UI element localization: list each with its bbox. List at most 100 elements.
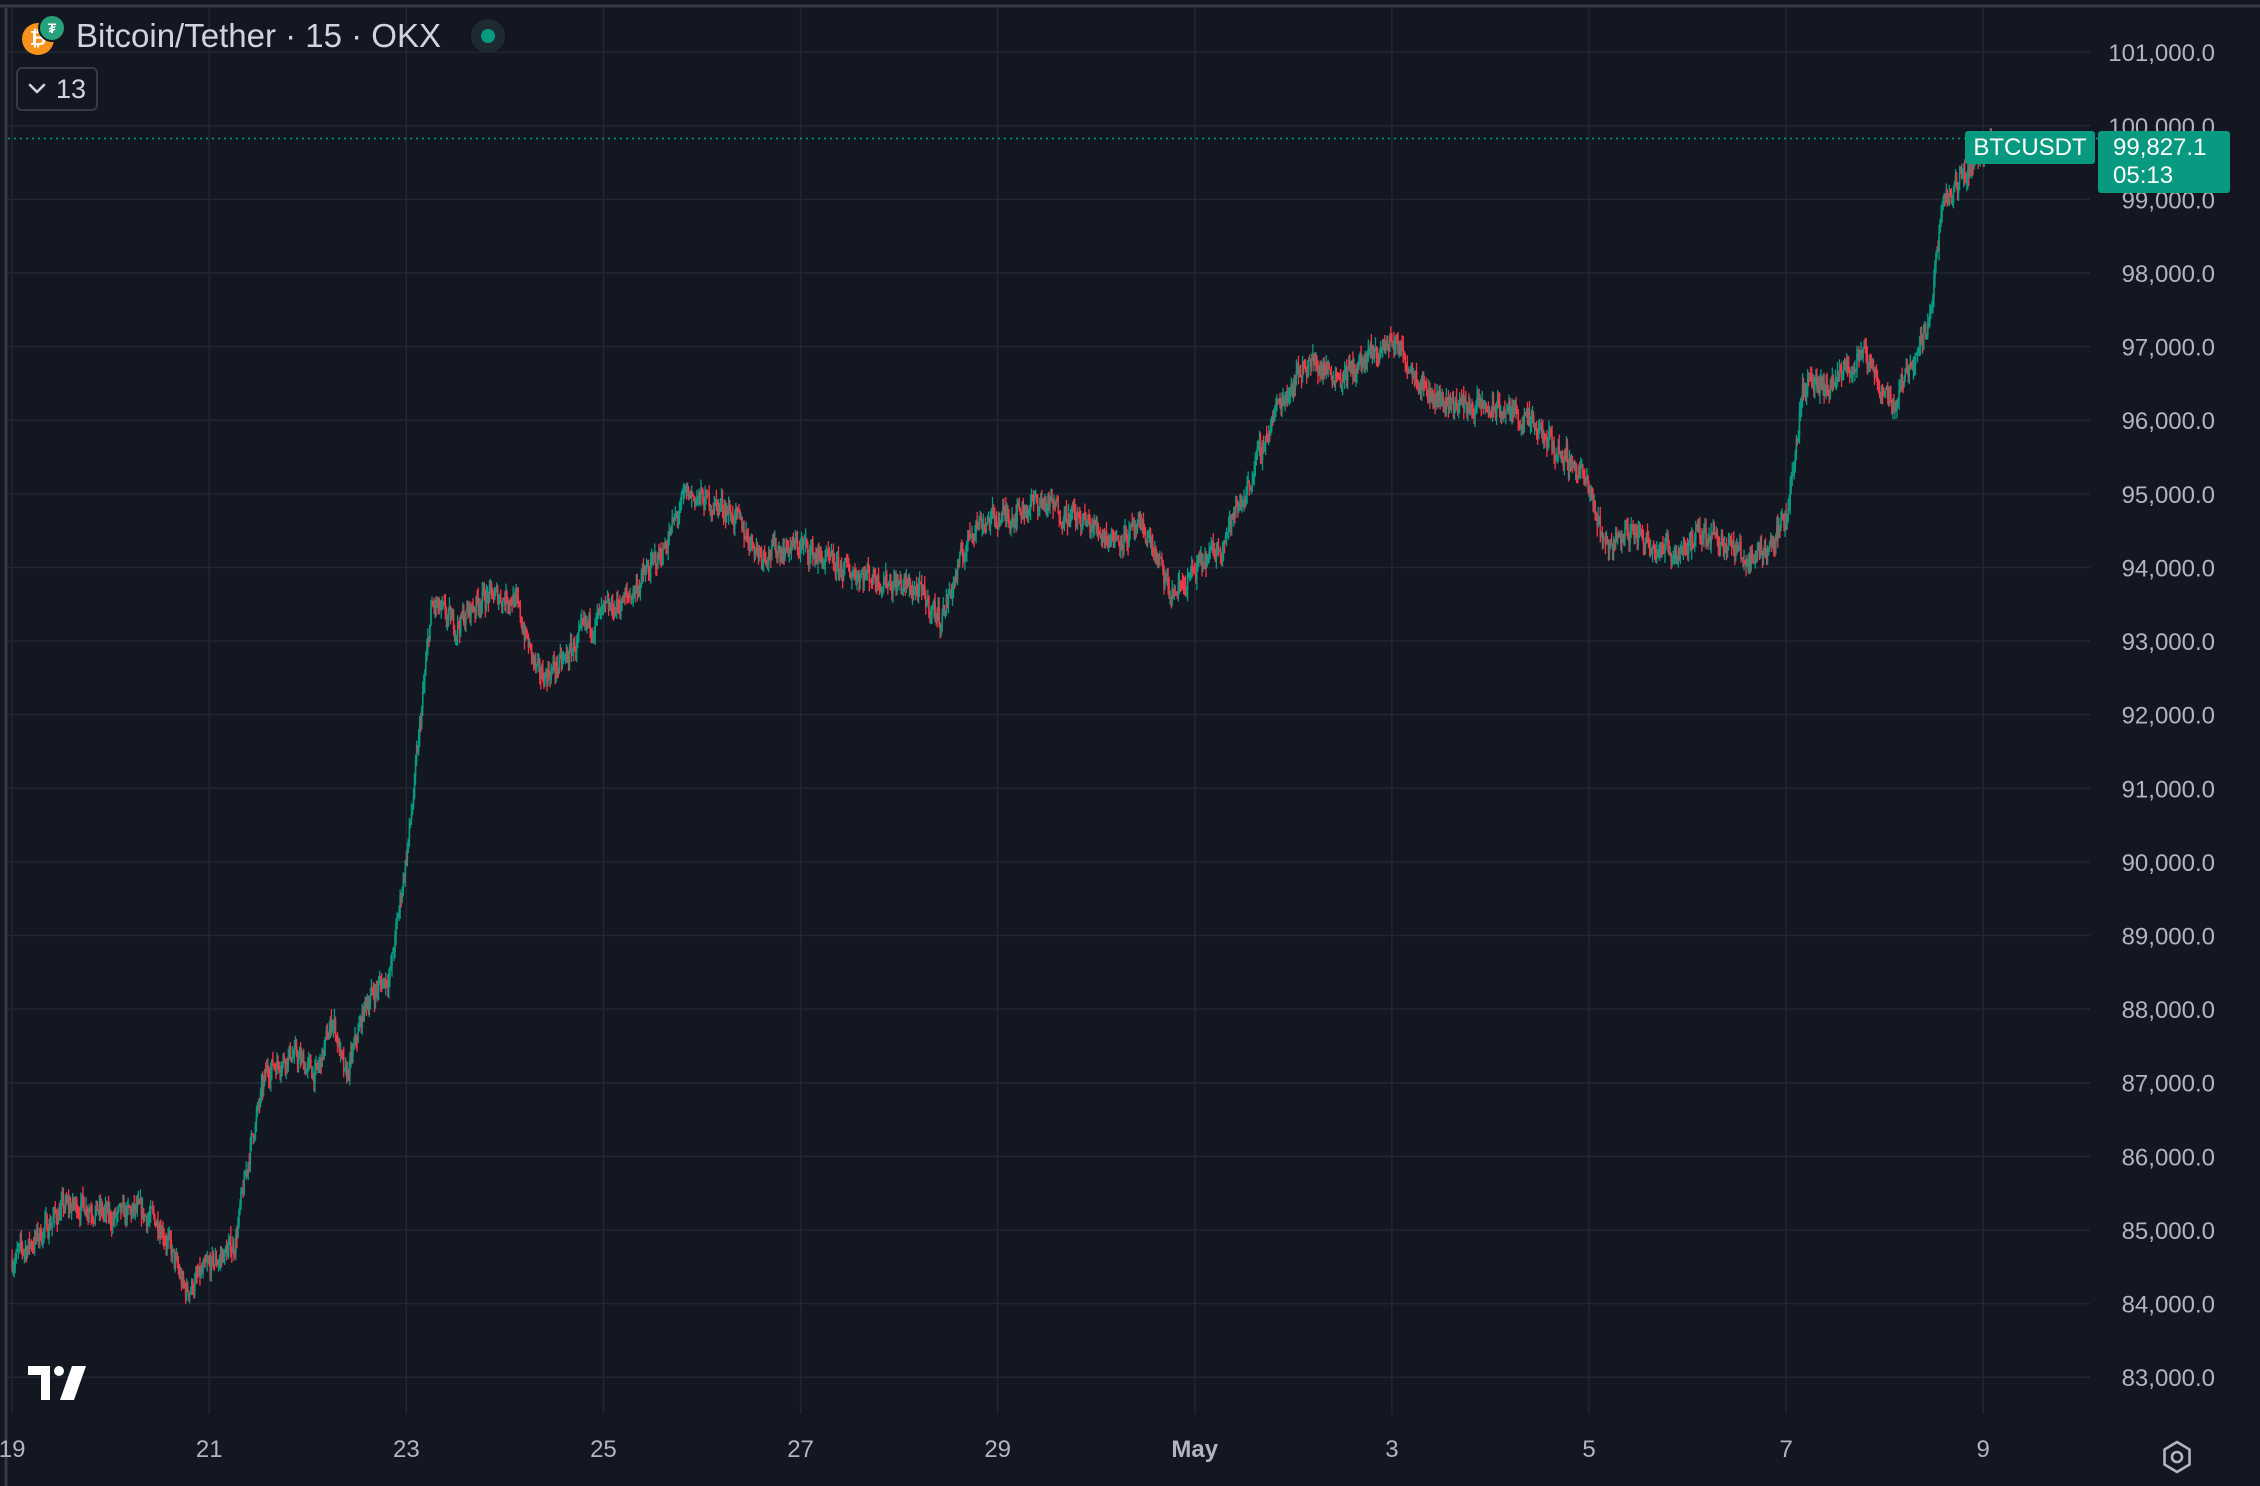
candle-body: [235, 1235, 237, 1254]
candle-body: [402, 877, 405, 893]
candle-body: [435, 601, 437, 607]
candle-body: [1616, 536, 1619, 540]
candle-body: [575, 640, 578, 653]
candle-body: [816, 557, 818, 564]
candle-body: [333, 1019, 336, 1024]
symbol-tag-text: BTCUSDT: [1973, 134, 2087, 161]
candle-body: [1667, 534, 1669, 550]
candle-body: [1349, 360, 1351, 370]
candle-body: [416, 750, 419, 752]
candle-body: [1702, 537, 1704, 543]
time-axis[interactable]: 19 21 23 25 27 29 May 3 5 7 9: [0, 1436, 1990, 1463]
candle-body: [1061, 525, 1064, 527]
candle-body: [399, 895, 401, 910]
candle-body: [1768, 541, 1771, 549]
candle-body: [1299, 374, 1302, 377]
candle-body: [1115, 538, 1118, 540]
candle-body: [356, 1039, 358, 1043]
candle-body: [1728, 536, 1731, 544]
candle-body: [1230, 514, 1233, 527]
candle-body: [1519, 426, 1522, 429]
candle-body: [314, 1069, 316, 1084]
candle-body: [260, 1081, 263, 1093]
candle-body: [126, 1207, 128, 1220]
candle-body: [1875, 368, 1878, 380]
candle-body: [277, 1061, 279, 1063]
symbol-legend[interactable]: ₿ ₮ Bitcoin/Tether · 15 · OKX: [22, 14, 505, 58]
candle-body: [1346, 366, 1349, 381]
candle-body: [715, 498, 718, 501]
candle-body: [1253, 466, 1256, 477]
candle-body: [1187, 577, 1190, 579]
candle-body: [1686, 548, 1689, 555]
candle-body: [642, 568, 645, 573]
candle-body: [1521, 424, 1524, 427]
candle-body: [221, 1252, 224, 1257]
candle-body: [1573, 463, 1576, 470]
candle-body: [176, 1257, 179, 1265]
candle-body: [722, 509, 725, 516]
candle-body: [412, 796, 415, 807]
candle-body: [1640, 529, 1643, 531]
candle-body: [1551, 435, 1553, 452]
candle-body: [1020, 514, 1023, 520]
candle-body: [681, 493, 684, 495]
candle-body: [743, 529, 745, 538]
candle-body: [1082, 515, 1084, 525]
candle-body: [1202, 561, 1204, 567]
candle-body: [1842, 366, 1845, 375]
candle-body: [128, 1205, 130, 1208]
market-open-dot-icon[interactable]: [470, 19, 505, 53]
candle-body: [1197, 558, 1199, 567]
symbol-title[interactable]: Bitcoin/Tether · 15 · OKX: [76, 17, 441, 54]
candle-body: [586, 621, 588, 624]
candle-body: [139, 1199, 142, 1204]
candle-body: [291, 1057, 294, 1062]
candle-body: [993, 507, 996, 519]
candle-body: [322, 1049, 324, 1056]
candle-body: [426, 648, 428, 661]
candle-body: [1869, 358, 1872, 362]
candle-body: [551, 668, 553, 673]
candle-body: [1791, 472, 1794, 479]
candle-body: [1345, 367, 1348, 381]
candle-body: [1399, 343, 1401, 356]
candle-body: [1638, 527, 1641, 530]
candle-body: [465, 610, 467, 624]
candle-body: [1623, 535, 1625, 541]
candle-body: [781, 554, 783, 561]
candle-body: [1024, 512, 1027, 517]
indicators-toggle[interactable]: 13: [16, 67, 99, 111]
candle-body: [940, 626, 943, 630]
candle-body: [276, 1061, 278, 1075]
candle-body: [27, 1238, 30, 1251]
candle-body: [112, 1219, 115, 1221]
candle-body: [1757, 545, 1760, 551]
candle-body: [243, 1176, 245, 1195]
candle-body: [561, 660, 564, 663]
candle-body: [327, 1038, 330, 1040]
candle-body: [1831, 378, 1834, 387]
price-axis[interactable]: 101,000.0100,000.099,000.098,000.097,000…: [2108, 40, 2215, 1392]
candle-body: [1286, 395, 1288, 403]
candle-body: [249, 1144, 252, 1165]
candle-body: [1330, 372, 1333, 377]
candle-body: [1356, 365, 1358, 373]
candle-body: [331, 1027, 334, 1030]
settings-icon[interactable]: [2160, 1440, 2194, 1474]
candle-body: [1160, 556, 1162, 558]
candle-body: [1497, 398, 1500, 403]
candle-body: [102, 1213, 105, 1215]
candle-body: [1637, 529, 1640, 543]
tradingview-logo[interactable]: [28, 1366, 92, 1400]
candle-body: [949, 589, 952, 593]
candle-body: [1627, 528, 1629, 540]
candle-body: [24, 1248, 27, 1252]
candle-body: [1755, 553, 1758, 560]
candle-body: [84, 1210, 86, 1216]
candle-body: [515, 594, 517, 597]
candle-body: [1753, 559, 1756, 561]
candle-body: [1569, 458, 1572, 466]
candle-body: [1047, 496, 1049, 507]
